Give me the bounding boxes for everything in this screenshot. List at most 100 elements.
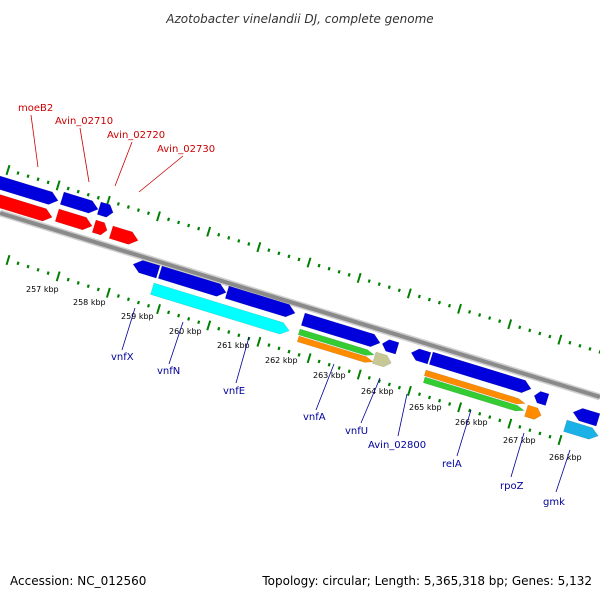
lower-rail-tick (156, 304, 161, 315)
gene-label-top: Avin_02710 (55, 116, 113, 127)
forward-gene (410, 348, 432, 365)
lower-rail-tick (96, 287, 100, 292)
lower-rail-tick (317, 359, 321, 364)
kbp-label: 257 kbp (26, 285, 59, 294)
upper-rail-tick (217, 232, 221, 237)
upper-rail-tick (256, 242, 262, 253)
forward-gene (157, 265, 227, 297)
callout-line (555, 449, 571, 493)
accession-text: Accession: NC_012560 (10, 574, 147, 588)
orange-gene (524, 404, 542, 420)
lower-rail-tick (16, 261, 20, 266)
forward-gene (381, 339, 400, 355)
upper-rail-tick (76, 189, 80, 194)
upper-rail-tick (447, 303, 452, 308)
genome-backbone (0, 209, 600, 401)
lower-rail-tick (177, 313, 181, 318)
upper-rail-tick (86, 192, 90, 197)
reverse-gene (54, 208, 93, 231)
reverse-gene (91, 219, 108, 236)
callout-line (114, 141, 133, 187)
upper-rail-tick (387, 285, 391, 290)
gene-label-top: Avin_02730 (157, 144, 215, 155)
lower-rail-tick (347, 369, 351, 374)
lower-tick-rail (5, 254, 563, 446)
lower-rail-tick (507, 418, 513, 429)
callout-line (510, 432, 525, 478)
lower-rail-tick (397, 385, 401, 390)
gene-label-bottom: vnfN (157, 366, 180, 377)
upper-rail-tick (468, 310, 472, 314)
lower-rail-tick (528, 428, 532, 433)
forward-gene (96, 201, 114, 218)
upper-rail-tick (277, 251, 281, 256)
lower-rail-tick (387, 382, 391, 387)
lower-rail-tick (126, 297, 130, 302)
kbp-label: 262 kbp (265, 356, 298, 365)
callout-line (138, 155, 184, 193)
callout-line (121, 307, 136, 351)
upper-rail-tick (437, 300, 441, 305)
lower-rail-tick (256, 336, 262, 347)
kbp-label: 260 kbp (169, 327, 202, 336)
lower-rail-tick (217, 326, 221, 331)
lower-rail-tick (46, 271, 50, 275)
lower-rail-tick (417, 392, 422, 397)
upper-rail-tick (377, 282, 381, 286)
upper-rail-tick (46, 180, 50, 185)
lower-rail-tick (306, 353, 312, 364)
upper-rail-tick (177, 220, 181, 225)
callout-line (168, 321, 184, 365)
lower-rail-tick (167, 310, 171, 315)
kbp-label: 265 kbp (409, 403, 442, 412)
lower-rail-tick (448, 402, 452, 406)
lower-rail-tick (356, 369, 362, 380)
genome-stats-text: Topology: circular; Length: 5,365,318 bp… (262, 574, 592, 588)
lower-rail-tick (538, 431, 542, 436)
upper-rail-tick (227, 236, 231, 240)
lower-rail-tick (327, 362, 331, 367)
upper-rail-tick (146, 211, 150, 216)
lower-rail-tick (468, 408, 472, 413)
upper-rail-tick (306, 257, 312, 268)
upper-rail-tick (247, 242, 251, 246)
gene-label-bottom: vnfA (303, 412, 326, 423)
reverse-gene (108, 225, 139, 245)
lower-rail-tick (557, 434, 563, 446)
gene-label-bottom: rpoZ (500, 481, 524, 492)
forward-gene (572, 408, 600, 427)
upper-rail-tick (578, 343, 582, 348)
callout-line (397, 393, 408, 437)
upper-rail-tick (457, 303, 462, 314)
callout-line (456, 409, 472, 457)
lower-rail-tick (105, 287, 111, 298)
kbp-label: 259 kbp (121, 312, 154, 321)
lower-rail-tick (297, 353, 301, 357)
lower-rail-tick (36, 267, 40, 272)
upper-rail-tick (557, 334, 563, 345)
lower-rail-tick (407, 385, 412, 396)
green-gene (422, 376, 525, 412)
upper-rail-tick (427, 297, 431, 302)
lower-rail-tick (548, 434, 552, 439)
lower-rail-tick (498, 418, 502, 423)
lower-rail-tick (457, 402, 463, 413)
lower-rail-tick (187, 317, 191, 321)
kbp-label: 268 kbp (549, 453, 582, 462)
gene-label-bottom: Avin_02800 (368, 440, 426, 451)
lower-rail-tick (237, 333, 241, 338)
lower-rail-tick (197, 320, 201, 325)
upper-rail-tick (528, 328, 532, 333)
gene-label-bottom: vnfE (223, 386, 245, 397)
lower-rail-tick (136, 300, 140, 305)
skyblue-gene (563, 419, 599, 440)
upper-rail-tick (197, 226, 201, 231)
lower-rail-tick (227, 330, 231, 334)
upper-rail-tick (187, 223, 191, 228)
gene-label-top: Avin_02720 (107, 130, 165, 141)
callout-line (315, 363, 335, 411)
lower-rail-tick (337, 366, 341, 370)
callout-line (79, 127, 90, 183)
upper-rail-tick (417, 294, 421, 299)
